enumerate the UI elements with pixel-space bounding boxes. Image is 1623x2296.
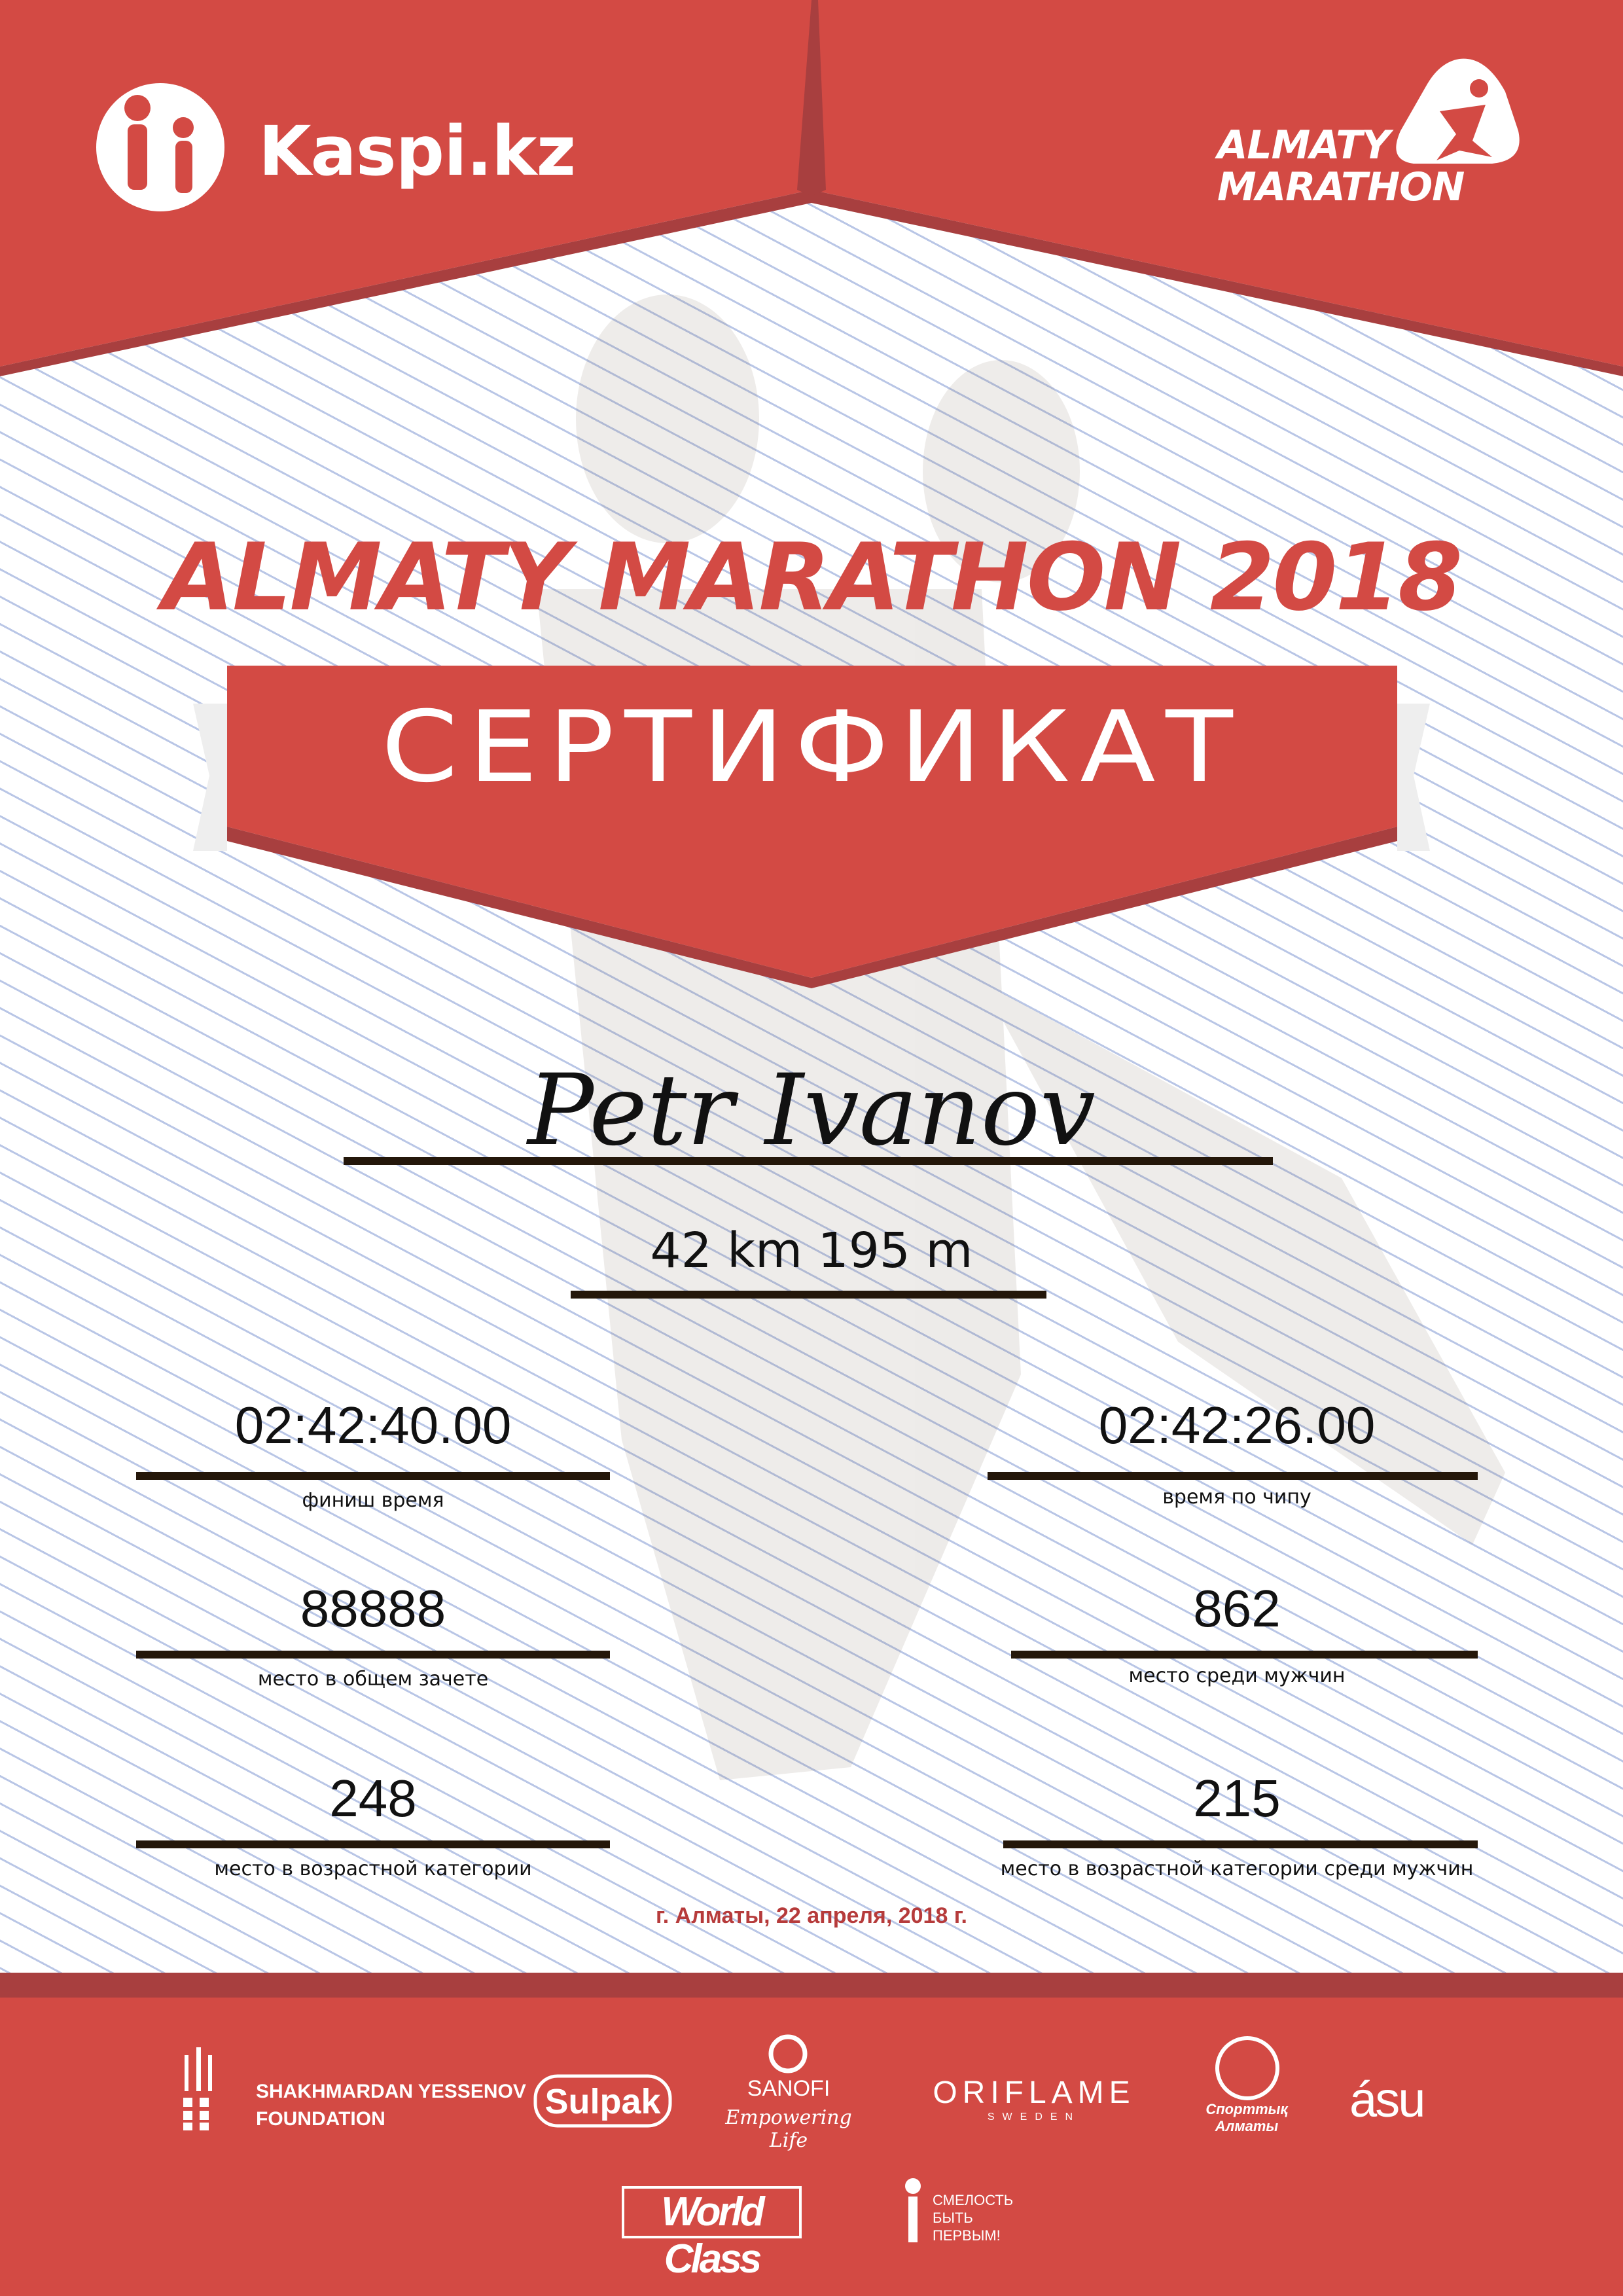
fund-logo-icon: [905, 2178, 921, 2242]
age-men-place-label: место в возрастной категории среди мужчи…: [1000, 1857, 1474, 1880]
overall-place-value: 88888: [300, 1579, 446, 1638]
event-title: ALMATY MARATHON 2018: [162, 524, 1463, 632]
name-underline: [344, 1157, 1273, 1165]
sponsor-smelost: СМЕЛОСТЬ БЫТЬ ПЕРВЫМ!: [933, 2192, 1014, 2244]
overall-place-label: место в общем зачете: [257, 1668, 489, 1691]
footer-edge: [0, 1973, 1623, 1998]
result-underline: [136, 1472, 610, 1480]
sponsor-sanofi-tagline: Empowering Life: [725, 2106, 852, 2152]
result-underline: [1011, 1651, 1478, 1659]
sponsor-worldclass: World Class: [622, 2186, 802, 2282]
finish-time-label: финиш время: [302, 1489, 444, 1512]
chip-time-value: 02:42:26.00: [1098, 1396, 1376, 1454]
banner-tail-left: [193, 704, 227, 851]
logo-line-2: MARATHON: [1217, 164, 1465, 210]
result-underline: [136, 1651, 610, 1659]
logo-line-1: ALMATY: [1217, 122, 1390, 168]
issue-date: г. Алматы, 22 апреля, 2018 г.: [656, 1903, 967, 1928]
sponsor-oriflame-sub: SWEDEN: [987, 2111, 1081, 2123]
participant-name: Petr Ivanov: [527, 1054, 1096, 1168]
kaspi-logo-icon: [96, 83, 224, 211]
men-place-value: 862: [1193, 1579, 1281, 1638]
header-fold: [797, 0, 826, 196]
age-men-place-value: 215: [1193, 1769, 1281, 1827]
athletes-photo: [537, 295, 1505, 1780]
result-underline: [1003, 1840, 1478, 1848]
sport-almaty-logo-icon: [1215, 2036, 1279, 2100]
yessenov-line-2: FOUNDATION: [256, 2108, 385, 2130]
sponsor-oriflame: ORIFLAME: [933, 2075, 1135, 2110]
result-underline: [136, 1840, 610, 1848]
footer-band: [0, 1998, 1623, 2296]
finish-time-value: 02:42:40.00: [234, 1396, 512, 1454]
sulpak-logo-frame: [533, 2074, 672, 2128]
yessenov-line-1: SHAKHMARDAN YESSENOV: [256, 2081, 526, 2102]
yessenov-logo-icon: [183, 2047, 212, 2130]
sponsor-sport-almaty: Спорттық Алматы: [1205, 2101, 1288, 2134]
sponsor-sanofi: SANOFI: [747, 2076, 830, 2101]
age-place-label: место в возрастной категории: [214, 1857, 532, 1880]
age-place-value: 248: [329, 1769, 417, 1827]
distance-underline: [571, 1291, 1046, 1299]
result-underline: [988, 1472, 1478, 1480]
distance: 42 km 195 m: [650, 1223, 973, 1279]
men-place-label: место среди мужчин: [1128, 1664, 1346, 1687]
kaspi-logo: Kaspi.kz: [259, 111, 576, 191]
sanofi-logo-icon: [768, 2034, 808, 2073]
sponsor-asu: ásu: [1349, 2072, 1426, 2128]
sponsor-yessenov: SHAKHMARDAN YESSENOV FOUNDATION: [256, 2078, 526, 2133]
certificate-heading: СЕРТИФИКАТ: [381, 691, 1243, 804]
chip-time-label: время по чипу: [1162, 1486, 1311, 1509]
banner-tail-right: [1397, 704, 1430, 851]
almaty-marathon-logo: ALMATY MARATHON: [1217, 122, 1465, 210]
certificate-banner: [227, 666, 1397, 978]
sponsor-sulpak: Sulpak: [544, 2082, 661, 2121]
